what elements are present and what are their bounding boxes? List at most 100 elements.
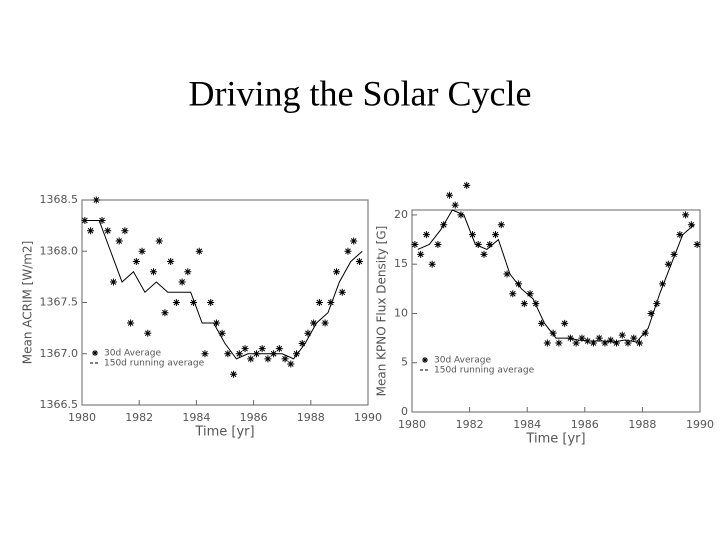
data-point (87, 227, 95, 235)
data-point (298, 340, 306, 347)
data-point (172, 299, 180, 306)
data-point (92, 196, 100, 204)
plot-area (81, 196, 363, 378)
data-point (641, 329, 649, 337)
data-point (411, 240, 419, 248)
x-axis-label: Time [yr] (525, 432, 585, 447)
x-tick-label: 1984 (182, 411, 210, 424)
data-point (115, 237, 123, 245)
data-point (338, 288, 346, 296)
data-point (235, 350, 243, 358)
y-tick-label: 1368.0 (40, 244, 79, 257)
data-point (201, 350, 209, 358)
data-point (682, 211, 690, 219)
legend-label: 150d running average (434, 366, 535, 376)
data-point (647, 309, 655, 317)
data-point (264, 355, 272, 363)
y-tick-label: 15 (394, 257, 408, 270)
x-tick-label: 1986 (240, 411, 268, 424)
data-point (624, 339, 632, 347)
data-point (355, 258, 363, 265)
slide-title: Driving the Solar Cycle (189, 73, 532, 113)
data-point (664, 260, 672, 268)
data-point (321, 319, 329, 327)
data-point (687, 221, 695, 229)
y-tick-label: 1367.5 (40, 296, 79, 309)
data-point (492, 231, 500, 239)
data-point (538, 319, 546, 327)
data-point (247, 355, 255, 363)
running-average-line (87, 220, 363, 360)
x-tick-label: 1982 (125, 411, 153, 424)
data-point (121, 227, 129, 235)
data-point (549, 329, 557, 337)
data-point (659, 280, 667, 288)
data-point (526, 290, 534, 298)
data-point (275, 345, 283, 353)
y-tick-label: 0 (401, 405, 408, 418)
data-point (161, 309, 169, 317)
data-point (463, 181, 471, 189)
data-point (618, 331, 626, 339)
data-point (344, 247, 352, 255)
data-point (532, 300, 540, 308)
data-point (241, 345, 249, 353)
data-point (155, 237, 163, 245)
data-point (468, 231, 476, 239)
y-tick-label: 1366.5 (40, 398, 79, 411)
legend-swatch (422, 357, 428, 363)
x-tick-label: 1982 (456, 418, 484, 431)
data-point (287, 360, 295, 368)
data-point (178, 278, 186, 286)
x-tick-label: 1988 (297, 411, 325, 424)
legend-swatch (92, 350, 98, 356)
data-point (207, 299, 215, 306)
data-point (451, 201, 459, 209)
data-point (98, 217, 106, 224)
data-point (589, 339, 597, 347)
data-point (224, 350, 232, 358)
data-point (109, 278, 117, 286)
data-point (184, 268, 192, 276)
data-point (497, 221, 505, 229)
data-point (607, 336, 615, 344)
data-point (281, 355, 289, 363)
data-point (310, 319, 318, 327)
data-point (333, 268, 341, 276)
data-point (578, 334, 586, 342)
data-point (417, 250, 425, 258)
y-tick-label: 20 (394, 208, 408, 221)
data-point (195, 247, 203, 255)
x-tick-label: 1980 (68, 411, 96, 424)
plot-area (411, 181, 701, 347)
y-tick-label: 1367.0 (40, 347, 79, 360)
data-point (81, 217, 89, 224)
x-tick-label: 1984 (513, 418, 541, 431)
data-point (515, 280, 523, 288)
data-point (258, 345, 266, 353)
data-point (144, 329, 152, 337)
data-point (595, 334, 603, 342)
data-point (104, 227, 112, 235)
data-point (190, 299, 198, 306)
x-tick-label: 1980 (398, 418, 426, 431)
data-point (601, 339, 609, 347)
data-point (457, 211, 465, 219)
legend-label: 30d Average (434, 356, 491, 366)
data-point (428, 260, 436, 268)
data-point (480, 250, 488, 258)
data-point (422, 231, 430, 239)
data-point (212, 319, 220, 327)
data-point (543, 339, 551, 347)
data-point (636, 339, 644, 347)
data-point (486, 240, 494, 248)
plot-frame (411, 209, 701, 413)
x-tick-label: 1988 (628, 418, 656, 431)
y-tick-label: 5 (401, 356, 408, 369)
data-point (230, 370, 238, 378)
data-point (520, 300, 528, 308)
data-point (561, 319, 569, 327)
data-point (138, 247, 146, 255)
